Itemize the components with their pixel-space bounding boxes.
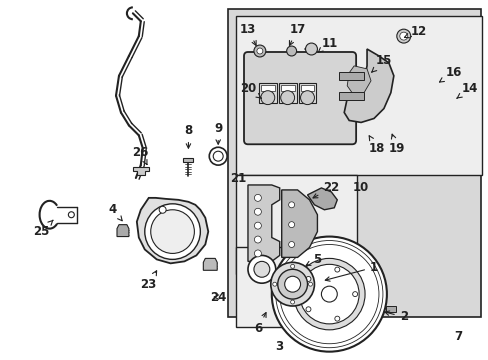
Circle shape [256,48,263,54]
Circle shape [68,212,74,218]
Polygon shape [385,306,395,312]
Text: 5: 5 [305,253,321,266]
Circle shape [352,292,357,297]
Polygon shape [339,92,364,100]
Text: 20: 20 [239,82,261,98]
Text: 24: 24 [209,291,226,303]
Circle shape [253,261,269,277]
Polygon shape [298,83,316,103]
Text: 26: 26 [132,146,149,165]
Text: 22: 22 [312,181,339,198]
Text: 3: 3 [275,340,283,353]
Text: 18: 18 [368,136,385,155]
Bar [228,9,480,317]
Circle shape [321,286,337,302]
Polygon shape [260,85,274,91]
Text: 9: 9 [214,122,222,144]
Bar [236,247,325,327]
Circle shape [290,300,294,304]
Polygon shape [137,198,208,264]
Circle shape [305,276,310,282]
Circle shape [280,91,294,105]
Circle shape [254,194,261,201]
Circle shape [270,262,314,306]
Circle shape [254,236,261,243]
Circle shape [277,269,307,299]
Circle shape [271,237,386,352]
Circle shape [209,147,226,165]
Circle shape [254,250,261,257]
Polygon shape [307,188,337,210]
Text: 10: 10 [352,181,368,194]
Circle shape [334,316,339,321]
Polygon shape [258,83,276,103]
Text: 12: 12 [404,24,426,38]
Polygon shape [300,85,314,91]
Text: 6: 6 [253,312,265,336]
Circle shape [253,45,265,57]
Circle shape [286,46,296,56]
Polygon shape [281,190,317,257]
Text: 17: 17 [289,23,305,45]
Circle shape [279,244,378,344]
Circle shape [254,222,261,229]
Bar [236,175,356,274]
Circle shape [275,240,382,348]
Circle shape [213,151,223,161]
FancyBboxPatch shape [244,52,355,144]
Polygon shape [344,49,393,122]
Polygon shape [280,85,294,91]
Text: 15: 15 [371,54,391,72]
Text: 14: 14 [456,82,477,98]
Circle shape [272,282,276,286]
Circle shape [396,29,410,43]
Circle shape [288,222,294,228]
Circle shape [299,264,358,324]
Polygon shape [247,185,279,261]
Circle shape [284,276,300,292]
Polygon shape [278,83,296,103]
Bar [236,16,481,175]
Circle shape [399,32,407,40]
Text: 2: 2 [384,310,407,323]
Circle shape [334,267,339,272]
Text: 8: 8 [184,124,192,148]
Text: 25: 25 [33,220,53,238]
Circle shape [290,264,294,268]
Text: 7: 7 [453,330,462,343]
Circle shape [254,208,261,215]
Text: 23: 23 [141,271,157,291]
Text: 13: 13 [239,23,256,45]
Circle shape [288,202,294,208]
Text: 4: 4 [109,203,122,221]
Polygon shape [133,167,148,175]
Circle shape [159,206,166,213]
Polygon shape [203,258,217,270]
Polygon shape [183,158,193,162]
Text: 21: 21 [229,171,245,185]
Circle shape [308,282,312,286]
Circle shape [300,91,314,105]
Circle shape [144,204,200,260]
Circle shape [305,43,317,55]
Text: 11: 11 [318,37,337,52]
Circle shape [293,258,365,330]
Text: 19: 19 [388,134,404,155]
Circle shape [305,307,310,312]
Text: 1: 1 [325,261,377,281]
Polygon shape [339,72,364,80]
Polygon shape [346,66,370,96]
Polygon shape [117,225,129,237]
Text: 16: 16 [439,66,461,82]
Circle shape [247,255,275,283]
Circle shape [260,91,274,105]
Circle shape [150,210,194,253]
Circle shape [288,242,294,247]
